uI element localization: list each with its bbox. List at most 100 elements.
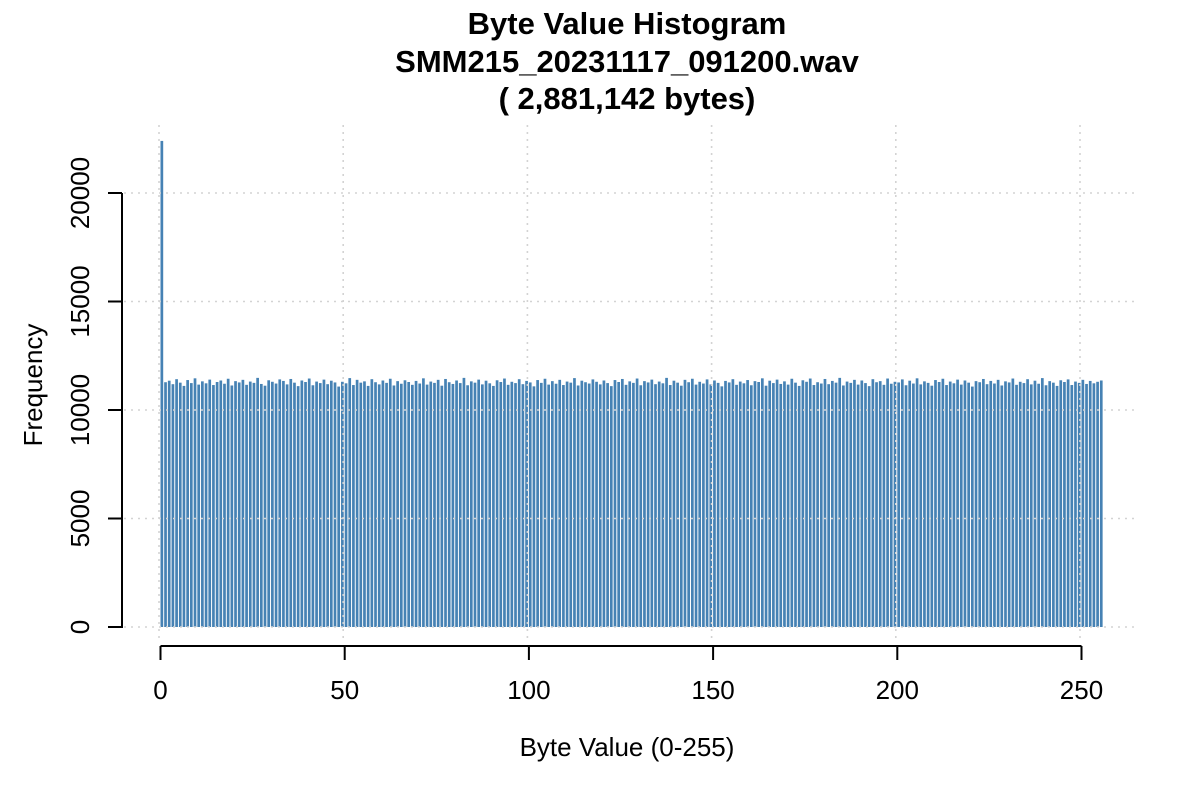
bar-byte-155 — [731, 379, 735, 627]
bar-byte-8 — [189, 383, 193, 627]
bar-byte-132 — [646, 382, 650, 627]
bar-byte-23 — [245, 384, 248, 627]
bar-byte-224 — [985, 384, 989, 627]
bar-byte-144 — [691, 378, 694, 627]
bar-byte-184 — [838, 377, 842, 627]
bar-byte-110 — [565, 381, 569, 627]
bar-byte-19 — [230, 385, 234, 627]
bar-byte-156 — [735, 384, 738, 627]
bar-byte-233 — [1018, 381, 1022, 627]
bar-byte-251 — [1085, 383, 1088, 627]
bar-byte-181 — [827, 384, 830, 627]
bar-byte-219 — [967, 382, 970, 627]
x-tick-label-150: 150 — [691, 675, 734, 705]
bar-byte-7 — [186, 380, 189, 627]
bar-byte-129 — [635, 378, 639, 627]
bar-byte-50 — [344, 383, 348, 627]
bar-byte-67 — [407, 382, 411, 627]
bar-byte-128 — [632, 382, 635, 628]
axes — [108, 192, 1083, 660]
bar-byte-140 — [676, 382, 679, 627]
bar-byte-17 — [223, 383, 226, 627]
bar-byte-179 — [819, 383, 823, 627]
bar-byte-157 — [738, 381, 742, 627]
bar-byte-222 — [978, 382, 982, 627]
bar-byte-255 — [1099, 380, 1103, 627]
bar-byte-225 — [989, 380, 993, 627]
bar-byte-250 — [1081, 379, 1085, 627]
bar-byte-166 — [772, 383, 775, 627]
bar-byte-26 — [256, 377, 259, 627]
bar-byte-180 — [823, 378, 827, 627]
bar-byte-121 — [606, 383, 609, 627]
bar-byte-65 — [399, 383, 403, 627]
bar-byte-199 — [893, 381, 897, 627]
bar-byte-125 — [621, 378, 624, 627]
bar-byte-42 — [315, 381, 318, 627]
bar-byte-107 — [554, 383, 558, 627]
bar-byte-72 — [425, 384, 429, 627]
bar-byte-236 — [1029, 384, 1033, 627]
bar-byte-161 — [753, 381, 757, 627]
y-axis-title: Frequency — [18, 324, 48, 447]
bar-byte-131 — [643, 381, 646, 627]
y-tick-label-15000: 15000 — [65, 265, 95, 337]
bar-byte-168 — [779, 383, 783, 627]
bar-byte-84 — [469, 381, 473, 627]
grid-lines — [124, 125, 1138, 642]
bar-byte-183 — [834, 382, 838, 627]
bar-byte-151 — [716, 382, 720, 628]
bar-byte-170 — [786, 384, 790, 627]
bar-byte-134 — [654, 384, 657, 627]
bar-byte-227 — [996, 379, 1000, 627]
bar-byte-195 — [878, 381, 882, 627]
bar-byte-189 — [856, 384, 860, 627]
bar-byte-160 — [749, 385, 753, 627]
bar-byte-237 — [1033, 380, 1037, 627]
bar-byte-75 — [436, 379, 440, 627]
bar-byte-94 — [506, 384, 510, 627]
bar-byte-22 — [241, 379, 245, 627]
bar-byte-78 — [447, 382, 451, 627]
y-tick-label-20000: 20000 — [65, 157, 95, 229]
bar-byte-123 — [613, 380, 617, 627]
bar-byte-20 — [234, 381, 237, 627]
bar-byte-122 — [609, 386, 613, 627]
bar-byte-21 — [237, 382, 241, 627]
bar-byte-60 — [381, 380, 385, 627]
x-tick-label-250: 250 — [1060, 675, 1103, 705]
bar-byte-217 — [959, 384, 963, 627]
bar-byte-12 — [204, 383, 208, 627]
bar-byte-216 — [956, 379, 959, 627]
bar-byte-234 — [1022, 383, 1026, 627]
bar-byte-106 — [551, 381, 554, 627]
bar-byte-243 — [1055, 385, 1059, 627]
bar-byte-29 — [267, 380, 271, 627]
bar-byte-54 — [359, 382, 363, 627]
bar-byte-51 — [348, 378, 352, 627]
bar-byte-159 — [746, 380, 749, 627]
bar-byte-185 — [842, 385, 845, 627]
bar-byte-120 — [602, 380, 606, 627]
bar-byte-77 — [444, 378, 447, 627]
bar-byte-246 — [1066, 379, 1070, 627]
bar-byte-188 — [853, 379, 856, 627]
bar-byte-148 — [705, 379, 709, 627]
bar-byte-205 — [915, 378, 919, 627]
bar-byte-88 — [484, 380, 488, 627]
bar-byte-31 — [274, 383, 278, 627]
bar-byte-230 — [1007, 382, 1011, 627]
bar-byte-118 — [595, 381, 598, 627]
bar-byte-57 — [370, 379, 374, 627]
x-axis-tick-labels: 0 50 100 150 200 250 — [153, 675, 1103, 705]
bar-byte-4 — [175, 379, 178, 627]
bar-byte-113 — [576, 385, 580, 627]
bar-byte-154 — [727, 382, 731, 627]
bar-byte-143 — [687, 382, 691, 627]
x-tick-label-200: 200 — [876, 675, 919, 705]
bar-byte-38 — [300, 380, 304, 627]
bar-byte-71 — [422, 378, 425, 627]
bar-byte-103 — [539, 382, 543, 628]
bar-byte-27 — [259, 383, 263, 627]
